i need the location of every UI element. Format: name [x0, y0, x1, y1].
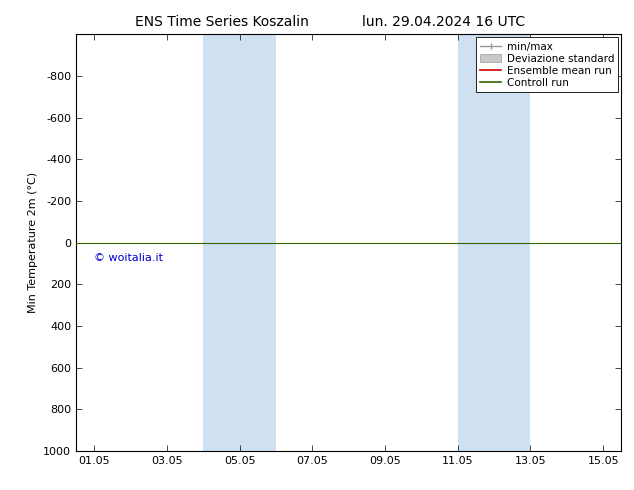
Legend: min/max, Deviazione standard, Ensemble mean run, Controll run: min/max, Deviazione standard, Ensemble m… [476, 37, 618, 92]
Text: © woitalia.it: © woitalia.it [94, 253, 163, 263]
Text: lun. 29.04.2024 16 UTC: lun. 29.04.2024 16 UTC [362, 15, 526, 29]
Text: ENS Time Series Koszalin: ENS Time Series Koszalin [135, 15, 309, 29]
Y-axis label: Min Temperature 2m (°C): Min Temperature 2m (°C) [28, 172, 37, 313]
Bar [204, 34, 276, 451]
Bar [458, 34, 531, 451]
